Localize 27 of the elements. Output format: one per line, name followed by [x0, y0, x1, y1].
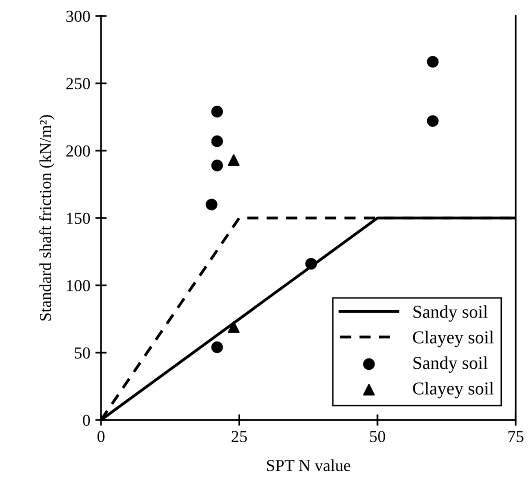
point [211, 160, 223, 172]
point [305, 258, 317, 270]
x-tick-label: 25 [232, 430, 247, 442]
y-tick-label: 50 [74, 347, 90, 359]
legend-label: Sandy soil [413, 305, 488, 322]
point [228, 321, 240, 333]
x-tick-label: 0 [97, 430, 105, 442]
point [228, 154, 240, 166]
point [426, 56, 439, 68]
point [426, 115, 439, 127]
point [211, 106, 223, 118]
y-tick-label: 150 [67, 212, 90, 224]
y-tick-label: 200 [66, 145, 90, 157]
legend-label: Clayey soil [413, 382, 494, 398]
x-tick-label: 50 [370, 430, 386, 442]
y-tick-label: 250 [66, 78, 90, 90]
y-tick-label: 300 [66, 10, 90, 22]
x-axis-title: SPT N value [267, 459, 350, 472]
legend-label: Sandy soil [413, 356, 488, 373]
legend-label: Clayey soil [413, 330, 494, 348]
y-axis-title: Standard shaft friction (kN/m²) [39, 115, 54, 321]
y-tick-label: 100 [67, 280, 90, 292]
x-tick-label: 75 [508, 431, 524, 442]
y-tick-label: 0 [82, 414, 90, 426]
point [206, 198, 218, 210]
point [211, 341, 223, 354]
point [211, 135, 223, 148]
